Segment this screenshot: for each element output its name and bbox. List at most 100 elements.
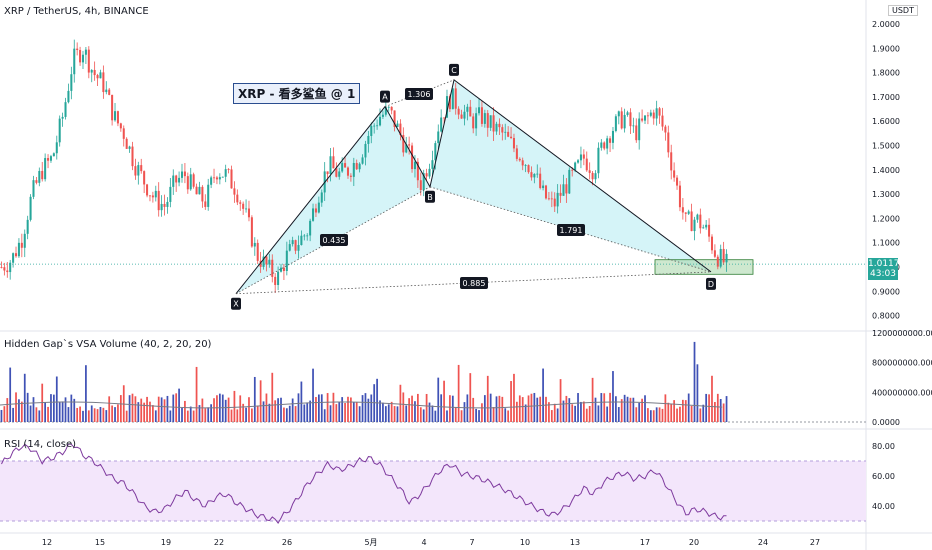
candle-body (716, 256, 719, 267)
ratio-xb-box (320, 234, 348, 246)
candle-body (693, 219, 696, 232)
candle-body (632, 125, 635, 127)
candle-body (166, 201, 169, 207)
candle-body (250, 217, 253, 247)
point-marker (231, 297, 241, 310)
volume-tick-label: 0.0000 (872, 418, 900, 427)
last-price-value: 1.0117 (868, 259, 900, 269)
candle-body (148, 195, 151, 197)
candle-body (346, 167, 350, 176)
candle-body (376, 125, 379, 127)
candle-body (309, 220, 312, 236)
candle-body (227, 169, 230, 170)
candle-body (547, 198, 550, 200)
candle-body (489, 115, 492, 128)
candle-body (224, 169, 227, 177)
pattern-title[interactable]: XRP - 看多鲨鱼 @ 1 (233, 83, 361, 104)
candle-body (291, 240, 294, 245)
candle-body (271, 259, 274, 277)
candle-body (626, 112, 629, 115)
candle-body (381, 114, 384, 117)
candle-body (151, 195, 154, 198)
candle-body (41, 170, 44, 180)
price-candles (0, 39, 728, 294)
candle-body (553, 198, 556, 207)
point-label-x: X (233, 300, 239, 309)
candle-body (358, 163, 361, 170)
candle-body (443, 117, 446, 119)
candle-body (9, 262, 12, 273)
candle-body (326, 171, 329, 175)
candle-body (646, 115, 649, 117)
candle-body (183, 171, 186, 177)
candle-body (472, 116, 475, 129)
candle-body (658, 108, 661, 116)
point-label-d: D (708, 280, 714, 289)
candle-body (405, 144, 408, 153)
candle-body (664, 126, 667, 133)
candle-body (408, 144, 411, 146)
price-tick-label: 1.7000 (872, 93, 900, 102)
candle-body (262, 256, 265, 267)
candle-body (52, 153, 55, 157)
candle-body (67, 90, 70, 103)
candle-body (297, 245, 300, 251)
candle-body (722, 248, 725, 263)
ratio-bd: 1.791 (560, 226, 583, 235)
candle-body (338, 171, 341, 177)
candle-body (6, 270, 9, 273)
candle-body (556, 192, 559, 207)
price-tick-label: 1.2000 (872, 214, 900, 223)
candle-body (300, 235, 303, 246)
candle-body (198, 186, 201, 195)
candle-body (667, 132, 670, 153)
candle-body (306, 235, 309, 237)
candle-body (638, 118, 641, 141)
candle-body (218, 177, 221, 180)
time-tick-label: 5月 (364, 538, 377, 547)
candle-body (655, 108, 658, 119)
volume-pane-label[interactable]: Hidden Gap`s VSA Volume (40, 2, 20, 20) (4, 339, 212, 350)
currency-badge[interactable]: USDT (888, 5, 918, 16)
candle-body (501, 127, 504, 133)
candle-body (713, 250, 716, 257)
time-tick-label: 20 (689, 538, 699, 547)
candle-body (428, 168, 431, 177)
candle-body (469, 106, 472, 117)
time-tick-label: 10 (520, 538, 530, 547)
candle-body (451, 88, 454, 110)
candle-body (29, 196, 32, 220)
candle-body (64, 102, 67, 117)
candle-body (125, 138, 128, 149)
candle-body (61, 116, 64, 119)
volume-bars (0, 341, 728, 422)
point-marker (449, 63, 459, 76)
time-tick-label: 7 (469, 538, 474, 547)
candle-body (23, 233, 26, 248)
price-tick-label: 1.8000 (872, 69, 900, 78)
candle-body (131, 146, 134, 167)
candle-body (213, 177, 216, 179)
candle-body (277, 271, 280, 285)
candle-body (536, 173, 539, 175)
candle-body (387, 106, 390, 108)
candle-body (111, 94, 114, 121)
candle-body (294, 240, 297, 251)
candle-body (282, 267, 285, 271)
rsi-pane-label[interactable]: RSI (14, close) (4, 439, 77, 450)
candle-body (143, 171, 146, 185)
candle-body (422, 173, 425, 190)
candle-body (521, 160, 524, 166)
candle-body (265, 256, 268, 265)
time-tick-label: 17 (640, 538, 650, 547)
candle-body (332, 156, 335, 169)
candle-body (58, 118, 61, 143)
candle-body (180, 171, 184, 178)
ratio-ac-box (405, 88, 433, 100)
candle-body (510, 136, 513, 138)
candle-body (620, 111, 623, 129)
candle-body (163, 203, 166, 207)
candle-body (373, 125, 376, 127)
candle-body (87, 49, 90, 73)
candle-body (544, 185, 548, 199)
